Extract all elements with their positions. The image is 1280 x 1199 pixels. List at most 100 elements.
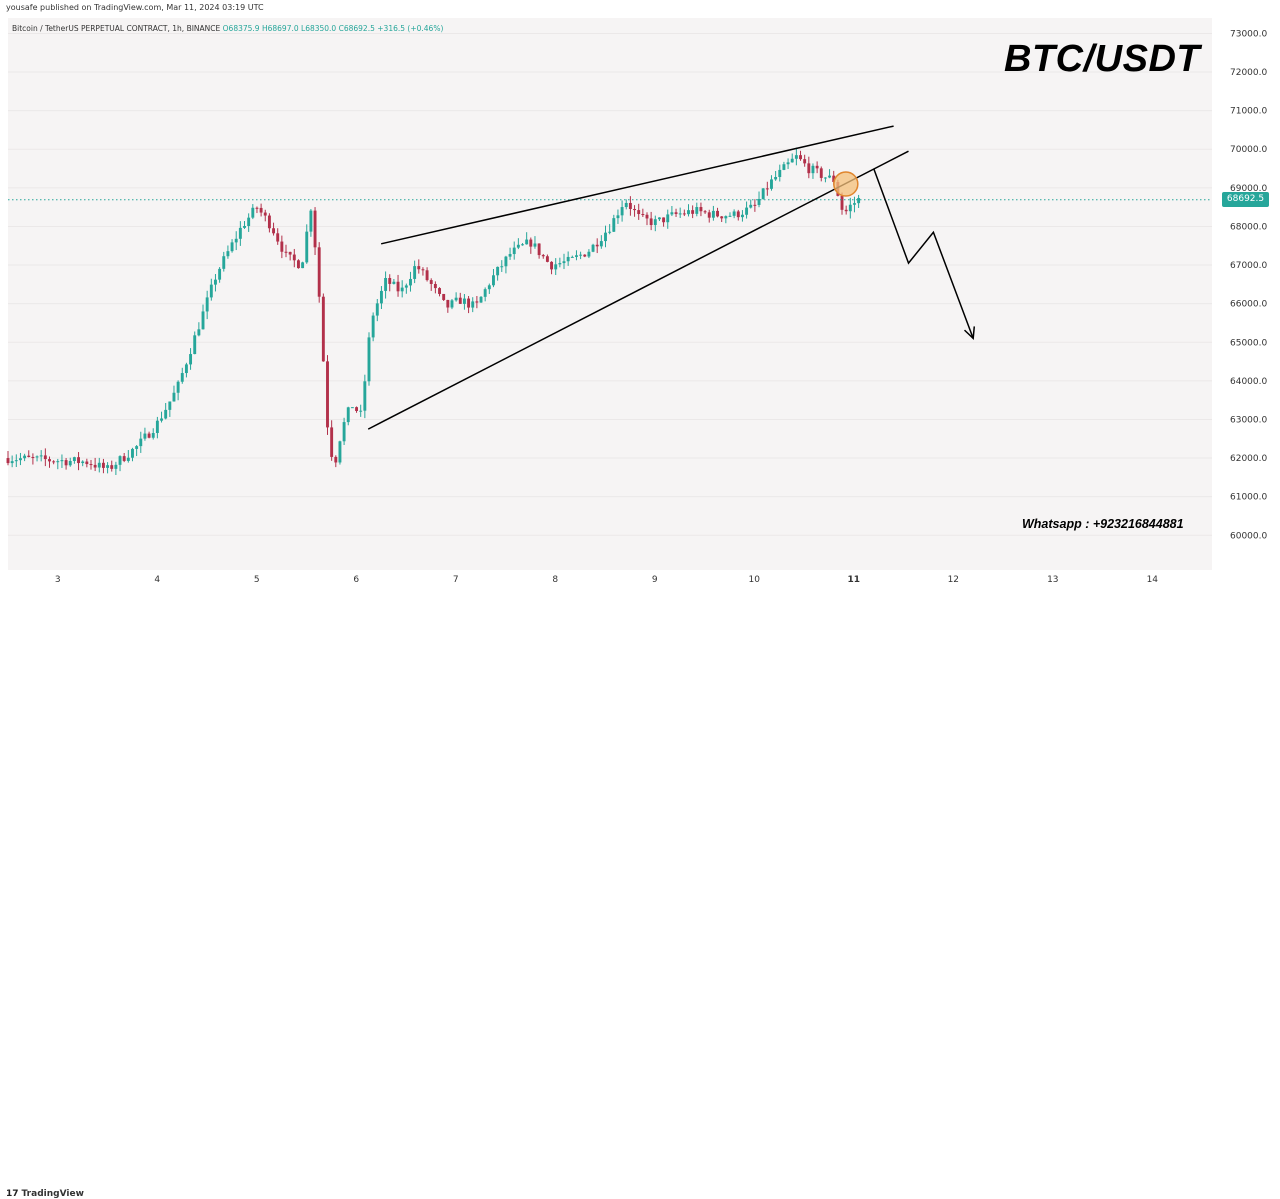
candle-body — [657, 217, 661, 220]
y-tick-label: 66000.0 — [1230, 300, 1267, 310]
breakdown-highlight[interactable] — [833, 171, 859, 197]
x-tick-label: 3 — [55, 575, 61, 585]
candle-body — [305, 231, 309, 263]
candle-body — [770, 179, 773, 189]
candle-body — [554, 264, 558, 270]
candle-body — [566, 256, 570, 262]
candle-body — [724, 216, 728, 219]
candle-body — [114, 464, 118, 469]
candle-body — [355, 407, 358, 411]
branding-label: TradingView — [21, 1189, 84, 1199]
candle-body — [682, 213, 686, 215]
candle-body — [85, 461, 89, 465]
projection-path[interactable] — [872, 168, 974, 339]
candle-body — [782, 164, 786, 170]
x-tick-label: 6 — [353, 575, 359, 585]
candle-body — [757, 198, 761, 205]
candle-body — [483, 289, 487, 297]
candle-body — [562, 261, 566, 264]
y-tick-label: 60000.0 — [1230, 531, 1267, 541]
candle-body — [218, 268, 222, 280]
y-tick-label: 69000.0 — [1230, 184, 1267, 194]
annotations — [367, 125, 976, 430]
candle-body — [205, 297, 209, 312]
candle-body — [496, 266, 500, 276]
candle-body — [774, 176, 778, 180]
candle-body — [545, 256, 549, 262]
candle-body — [828, 175, 832, 178]
ohlc-low: L68350.0 — [301, 24, 337, 33]
x-tick-label: 4 — [154, 575, 160, 585]
candle-body — [301, 262, 305, 269]
candle-body — [745, 207, 749, 215]
overlay-contact: Whatsapp : +923216844881 — [1022, 517, 1184, 531]
candle-body — [720, 216, 724, 219]
y-axis-ticks: 73000.0 72000.0 71000.0 70000.0 69000.0 68000… — [1230, 29, 1267, 541]
price-axis[interactable] — [1212, 18, 1280, 570]
candle-body — [624, 202, 628, 208]
candle-body — [533, 243, 537, 247]
candle-body — [778, 169, 782, 177]
candle-body — [284, 251, 288, 253]
candle-body — [583, 254, 587, 257]
candle-body — [392, 281, 396, 284]
trend-line[interactable] — [367, 150, 909, 430]
candle-body — [97, 462, 101, 468]
y-tick-label: 62000.0 — [1230, 454, 1267, 464]
candle-body — [135, 446, 139, 449]
y-tick-label: 63000.0 — [1230, 415, 1267, 425]
ohlc-change: +316.5 (+0.46%) — [377, 24, 444, 33]
candle-body — [525, 239, 529, 245]
candle-body — [740, 214, 744, 218]
candle-body — [711, 210, 715, 218]
candle-body — [143, 433, 147, 439]
candle-body — [853, 203, 856, 205]
candle-body — [628, 202, 632, 209]
candle-body — [184, 364, 188, 374]
candle-body — [259, 207, 263, 213]
candle-body — [164, 409, 168, 419]
tradingview-logo[interactable]: 17 TradingView — [6, 1189, 84, 1199]
ohlc-open: O68375.9 — [222, 24, 260, 33]
candle-body — [425, 270, 429, 281]
candle-body — [645, 214, 649, 219]
candle-body — [587, 251, 591, 257]
candle-body — [379, 290, 383, 304]
candle-body — [848, 204, 852, 212]
candle-body — [616, 215, 620, 219]
y-tick-label: 73000.0 — [1230, 29, 1267, 39]
candle-body — [512, 247, 516, 255]
candle-body — [475, 301, 479, 303]
candle-body — [807, 163, 811, 174]
candle-body — [342, 422, 346, 442]
chart-pane[interactable] — [8, 18, 1212, 570]
time-axis[interactable] — [8, 570, 1212, 592]
candle-body — [753, 204, 757, 206]
candle-body — [280, 241, 284, 252]
tradingview-icon: 17 — [6, 1189, 19, 1199]
y-tick-label: 64000.0 — [1230, 377, 1267, 387]
grid — [8, 32, 1212, 536]
candle-body — [101, 462, 105, 468]
candle-body — [222, 256, 226, 269]
candle-body — [832, 175, 836, 183]
candle-body — [106, 465, 110, 468]
candle-body — [160, 418, 163, 421]
candle-body — [247, 217, 251, 227]
candle-body — [176, 381, 180, 393]
candle-body — [467, 298, 471, 308]
candle-body — [243, 226, 246, 228]
trend-line[interactable] — [380, 125, 894, 245]
candle-body — [375, 303, 379, 316]
candle-body — [197, 329, 201, 336]
candle-body — [334, 456, 338, 463]
candle-body — [126, 457, 130, 461]
candle-body — [168, 401, 172, 410]
candle-body — [172, 392, 176, 402]
candle-body — [479, 296, 483, 303]
candle-body — [23, 455, 27, 459]
candle-body — [462, 298, 466, 304]
candle-body — [384, 277, 388, 291]
candle-body — [799, 155, 802, 160]
candle-body — [749, 204, 753, 208]
